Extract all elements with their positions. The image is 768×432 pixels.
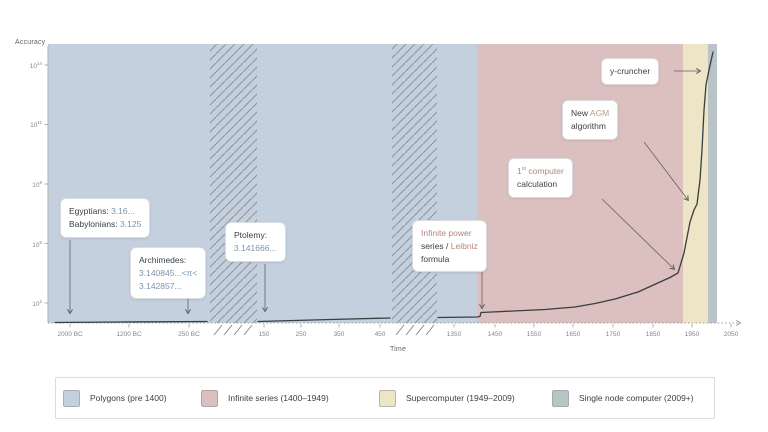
first-computer-callout: 1st computer calculation (508, 158, 573, 198)
egyptians-babylonians-callout: Egyptians: 3.16... Babylonians: 3.125 (60, 198, 151, 238)
x-tick-label: 250 BC (178, 331, 200, 338)
x-tick-label: 1550 (526, 331, 542, 338)
accuracy-curve (54, 51, 714, 324)
y-tick-label: 1014 (29, 61, 42, 71)
y-tick-label: 108 (32, 180, 42, 190)
y-tick-label: 102 (32, 299, 42, 309)
single-node-swatch-icon (552, 390, 569, 407)
x-tick-label: 1750 (605, 331, 621, 338)
agm-arrow (643, 141, 689, 202)
legend-label: Single node computer (2009+) (579, 393, 694, 403)
infinite-series-swatch-icon (201, 390, 218, 407)
callout-arrows (66, 67, 702, 315)
axis-break-marks-1 (213, 324, 253, 336)
ycruncher-callout: y-cruncher (601, 58, 660, 85)
agm-algorithm-callout: New AGM algorithm (562, 100, 619, 140)
ptolemy-callout: Ptolemy: 3.141666... (225, 222, 286, 262)
x-tick-label: 1950 (684, 331, 700, 338)
archimedes-callout: Archimedes: 3.140845...<π< 3.142857... (130, 247, 207, 300)
x-tick-label: 2050 (723, 331, 739, 338)
legend-label: Infinite series (1400–1949) (228, 393, 329, 403)
x-tick-label: 350 (333, 331, 345, 338)
y-tick-label: 105 (32, 240, 42, 250)
x-tick-label: 1850 (645, 331, 661, 338)
first-computer-arrow (601, 198, 676, 271)
accuracy-curve-segment-3 (437, 51, 714, 319)
x-tick-label: 250 (295, 331, 307, 338)
accuracy-curve-segment-2 (257, 317, 391, 323)
x-tick-label: 2000 BC (57, 331, 83, 338)
era-band-supercomputer (683, 44, 708, 323)
x-tick-marks (69, 324, 732, 328)
y-tick-marks (44, 64, 48, 304)
x-tick-label: 450 (374, 331, 386, 338)
y-tick-label: 1011 (30, 120, 42, 130)
supercomputer-swatch-icon (379, 390, 396, 407)
axis-break-marks-2 (395, 324, 435, 336)
x-tick-label: 1650 (565, 331, 581, 338)
era-band-single-node (708, 44, 717, 323)
infinite-series-callout: Infinite power series / Leibniz formula (412, 220, 487, 273)
x-tick-label: 150 (258, 331, 270, 338)
legend-label: Polygons (pre 1400) (90, 393, 167, 403)
x-axis-title: Time (389, 346, 407, 353)
time-break-band-2 (392, 44, 437, 323)
polygons-swatch-icon (63, 390, 80, 407)
x-tick-label: 1450 (487, 331, 503, 338)
x-tick-label: 1200 BC (116, 331, 142, 338)
legend-label: Supercomputer (1949–2009) (406, 393, 515, 403)
era-legend: Polygons (pre 1400) Infinite series (140… (55, 377, 715, 419)
x-tick-label: 1350 (446, 331, 462, 338)
accuracy-curve-segment-1 (54, 320, 208, 324)
time-break-band-1 (210, 44, 257, 323)
y-axis-title: Accuracy (15, 39, 46, 46)
